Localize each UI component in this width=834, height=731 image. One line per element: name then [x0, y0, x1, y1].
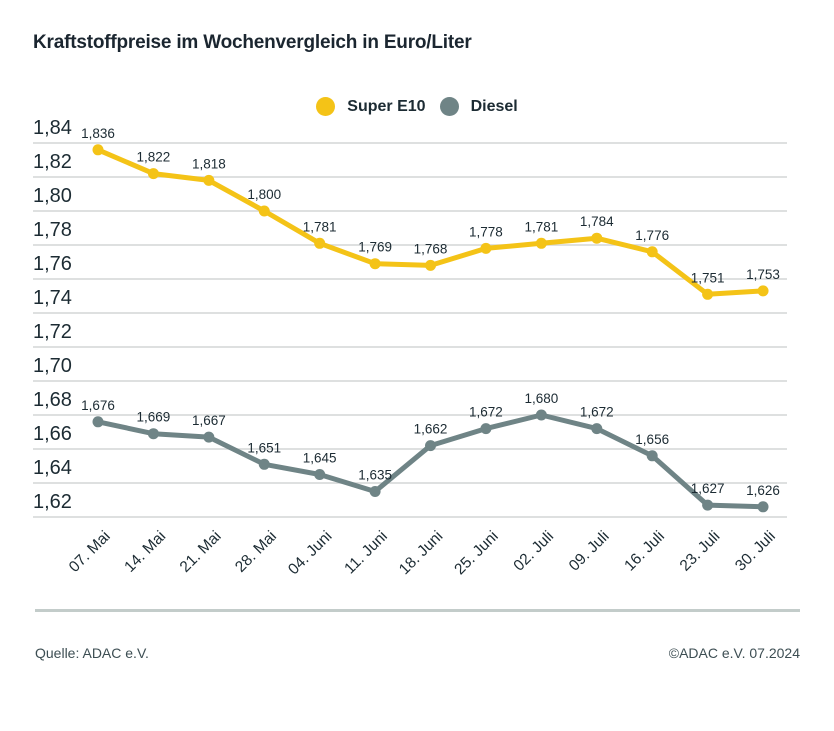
x-axis-label: 28. Mai: [232, 528, 280, 576]
x-axis-label: 14. Mai: [121, 528, 169, 576]
data-point: [535, 237, 547, 249]
data-point: [203, 174, 215, 186]
data-label: 1,836: [81, 126, 115, 141]
y-axis-label: 1,80: [33, 185, 72, 207]
x-axis-label: 21. Mai: [177, 528, 225, 576]
x-axis-label: 11. Juni: [341, 528, 391, 578]
y-axis-label: 1,74: [33, 287, 72, 309]
data-label: 1,776: [635, 228, 669, 243]
data-label: 1,626: [746, 483, 780, 498]
data-point: [591, 232, 603, 244]
data-point: [757, 285, 769, 297]
data-point: [314, 237, 326, 249]
data-label: 1,781: [303, 219, 337, 234]
data-label: 1,669: [137, 410, 171, 425]
data-label: 1,751: [691, 270, 725, 285]
y-axis-label: 1,72: [33, 321, 72, 343]
data-point: [369, 258, 381, 270]
data-label: 1,645: [303, 451, 337, 466]
legend-dot-super-e10: [316, 97, 336, 116]
data-label: 1,784: [580, 214, 614, 229]
data-label: 1,676: [81, 398, 115, 413]
data-point: [314, 469, 326, 480]
y-axis-label: 1,62: [33, 491, 72, 513]
data-label: 1,781: [524, 219, 558, 234]
legend-item-diesel: Diesel: [439, 97, 518, 116]
data-point: [92, 144, 104, 156]
data-point: [92, 416, 104, 428]
data-point: [369, 486, 381, 497]
data-label: 1,651: [247, 440, 281, 455]
data-point: [646, 450, 658, 462]
data-point: [535, 409, 547, 421]
data-point: [646, 246, 658, 258]
legend: Super E10 Diesel: [0, 97, 834, 116]
data-point: [425, 259, 437, 271]
legend-label-diesel: Diesel: [470, 97, 518, 115]
y-axis-label: 1,84: [33, 117, 72, 139]
x-axis-label: 04. Juni: [285, 528, 335, 578]
x-axis-label: 02. Juli: [510, 528, 557, 575]
footer-divider: [35, 609, 800, 612]
data-point: [258, 458, 270, 470]
data-point: [147, 428, 159, 440]
data-label: 1,656: [635, 432, 669, 447]
data-label: 1,768: [414, 241, 448, 256]
data-label: 1,778: [469, 224, 503, 239]
legend-item-super-e10: Super E10: [316, 97, 426, 116]
x-axis-label: 23. Juli: [677, 528, 724, 575]
data-label: 1,635: [358, 468, 392, 483]
x-axis-label: 07. Mai: [66, 528, 114, 576]
y-axis-label: 1,66: [33, 423, 72, 445]
data-label: 1,627: [691, 481, 725, 496]
data-label: 1,667: [192, 413, 226, 428]
y-axis-label: 1,70: [33, 355, 72, 377]
data-label: 1,818: [192, 156, 226, 171]
data-point: [425, 440, 437, 452]
data-label: 1,662: [414, 422, 448, 437]
legend-label-super-e10: Super E10: [347, 97, 426, 115]
chart-title: Kraftstoffpreise im Wochenvergleich in E…: [33, 32, 472, 53]
data-point: [591, 423, 603, 435]
y-axis-label: 1,76: [33, 253, 72, 275]
data-label: 1,822: [137, 150, 171, 165]
x-axis-label: 09. Juli: [566, 528, 613, 575]
data-point: [702, 499, 714, 511]
x-axis-label: 30. Juli: [732, 528, 779, 575]
y-axis-label: 1,64: [33, 457, 72, 479]
data-label: 1,672: [469, 405, 503, 420]
x-axis-label: 18. Juni: [396, 528, 446, 578]
series-line-super-e10: [95, 147, 766, 297]
data-label: 1,753: [746, 267, 780, 282]
data-point: [702, 288, 714, 300]
data-point: [147, 168, 159, 180]
x-axis-label: 25. Juni: [451, 528, 501, 578]
data-label: 1,769: [358, 240, 392, 255]
data-label: 1,680: [524, 391, 558, 406]
data-point: [203, 431, 215, 443]
data-point: [757, 501, 769, 513]
copyright-note: ©ADAC e.V. 07.2024: [668, 645, 800, 661]
data-point: [480, 242, 492, 254]
x-axis-label: 16. Juli: [621, 528, 668, 575]
data-point: [258, 205, 270, 217]
source-note: Quelle: ADAC e.V.: [35, 645, 149, 661]
y-axis-label: 1,68: [33, 389, 72, 411]
legend-dot-diesel: [439, 97, 459, 116]
data-point: [480, 423, 492, 435]
y-axis-label: 1,78: [33, 219, 72, 241]
y-axis-label: 1,82: [33, 151, 72, 173]
data-label: 1,800: [247, 187, 281, 202]
data-label: 1,672: [580, 405, 614, 420]
